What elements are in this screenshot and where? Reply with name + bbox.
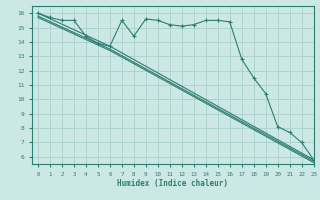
X-axis label: Humidex (Indice chaleur): Humidex (Indice chaleur) bbox=[117, 179, 228, 188]
